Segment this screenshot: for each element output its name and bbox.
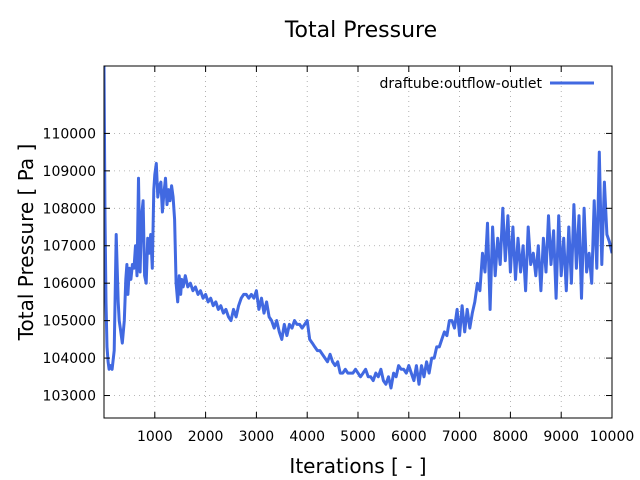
x-tick-label: 10000	[590, 429, 635, 445]
legend: draftube:outflow-outlet	[380, 76, 594, 92]
y-axis-label: Total Pressure [ Pa ]	[14, 144, 38, 342]
y-tick-label: 106000	[43, 276, 96, 292]
x-tick-label: 4000	[289, 429, 325, 445]
x-tick-label: 5000	[340, 429, 376, 445]
x-tick-label: 3000	[239, 429, 275, 445]
plot-area	[104, 66, 612, 390]
chart-title: Total Pressure	[284, 18, 437, 43]
x-tick-label: 2000	[188, 429, 224, 445]
x-tick-label: 1000	[137, 429, 173, 445]
y-tick-label: 108000	[43, 201, 96, 217]
series-line	[104, 66, 612, 390]
y-tick-label: 107000	[43, 239, 96, 255]
y-tick-label: 109000	[43, 164, 96, 180]
grid	[104, 66, 612, 418]
y-tick-label: 103000	[43, 389, 96, 405]
y-tick-label: 104000	[43, 351, 96, 367]
x-tick-label: 7000	[442, 429, 478, 445]
x-axis-label: Iterations [ - ]	[289, 454, 426, 478]
axis-ticks: 1000 2000 3000 4000 5000 6000 7000 8000 9000 1000…	[43, 66, 635, 445]
legend-label: draftube:outflow-outlet	[380, 76, 543, 92]
y-tick-label: 110000	[43, 126, 96, 142]
x-tick-label: 6000	[391, 429, 427, 445]
y-tick-label: 105000	[43, 314, 96, 330]
x-tick-label: 9000	[543, 429, 579, 445]
x-tick-label: 8000	[493, 429, 529, 445]
